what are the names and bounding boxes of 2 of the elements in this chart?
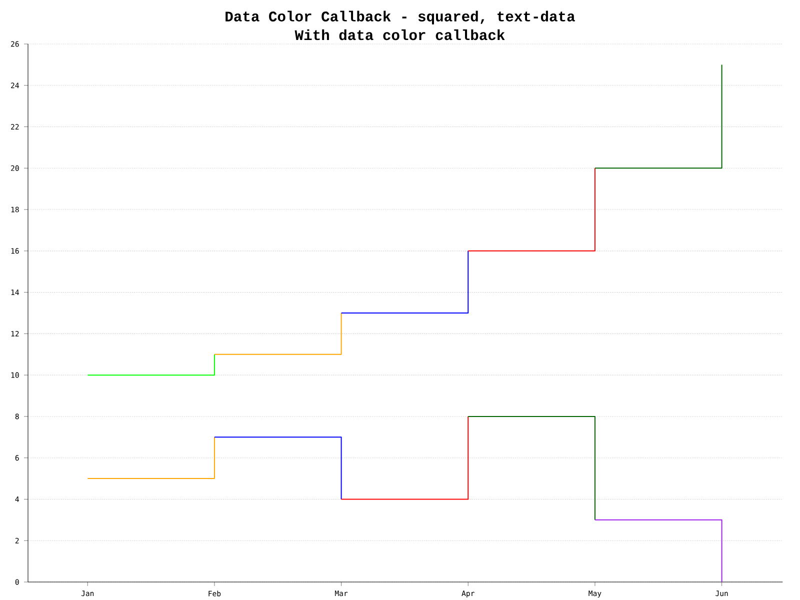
chart-subtitle: With data color callback (294, 29, 505, 40)
chart-title: Data Color Callback - squared, text-data (226, 10, 575, 24)
